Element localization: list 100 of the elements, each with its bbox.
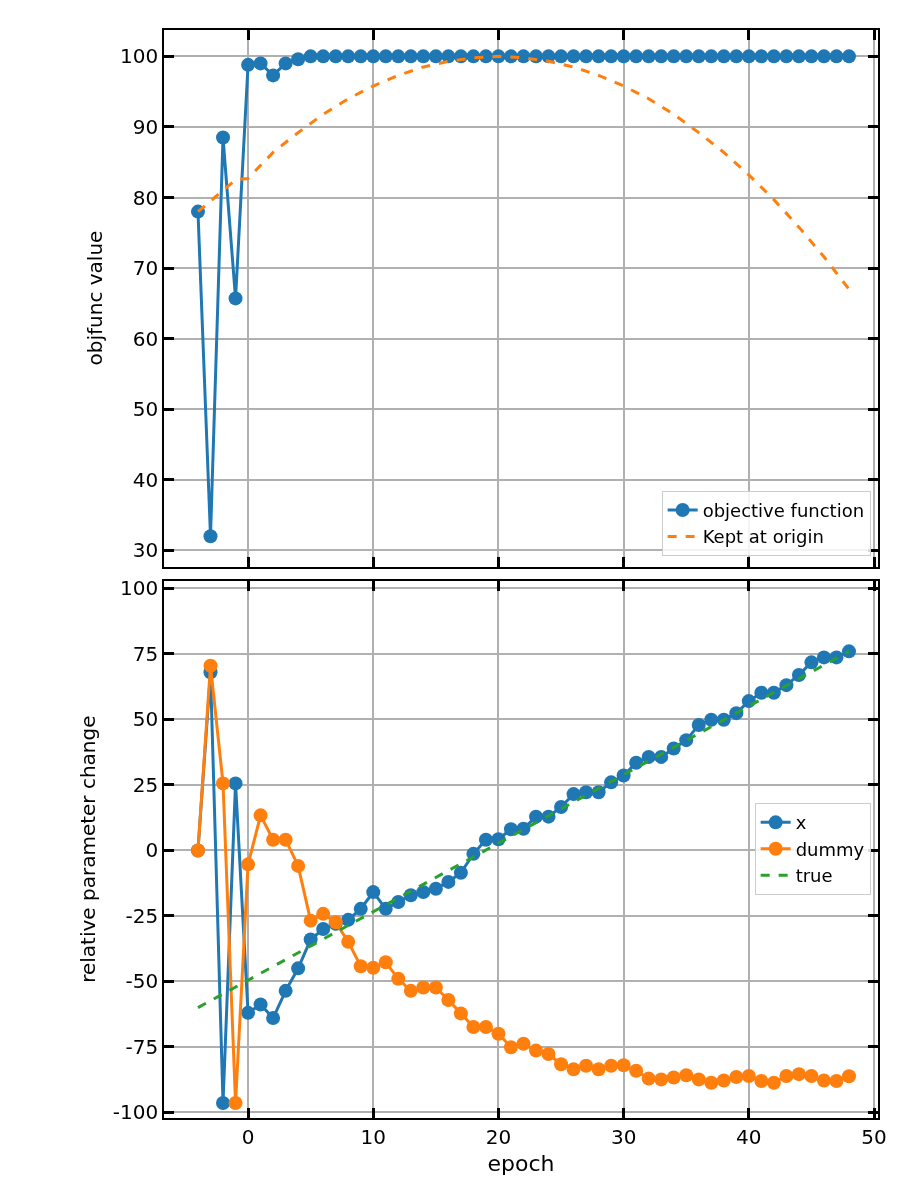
- point: [829, 1073, 844, 1088]
- y-tick-label: 50: [132, 397, 159, 422]
- point: [616, 1058, 631, 1073]
- point: [403, 983, 418, 998]
- point: [779, 49, 794, 64]
- point: [266, 1011, 281, 1026]
- y-tick-label: 50: [132, 707, 159, 732]
- point: [291, 52, 306, 67]
- point: [804, 1069, 819, 1083]
- point: [353, 49, 368, 64]
- point: [228, 1095, 243, 1110]
- point: [804, 655, 819, 670]
- y-tick-label: 60: [132, 326, 159, 351]
- y-tick-label: 0: [145, 838, 159, 863]
- point: [416, 885, 431, 900]
- point: [704, 1075, 719, 1090]
- point: [416, 49, 431, 64]
- point: [566, 1062, 581, 1077]
- point: [566, 787, 581, 802]
- point: [428, 980, 443, 995]
- point: [816, 1073, 831, 1088]
- point: [729, 1070, 744, 1085]
- point: [353, 901, 368, 916]
- point: [241, 1005, 256, 1020]
- y-tick-label: 40: [132, 467, 159, 492]
- y-tick-label: 100: [119, 44, 159, 69]
- y-tick-label: -75: [125, 1034, 159, 1059]
- y-tick-label: 30: [132, 538, 159, 563]
- point: [554, 1057, 569, 1072]
- point: [766, 1075, 781, 1090]
- point: [216, 1095, 231, 1110]
- point: [478, 1020, 493, 1034]
- point: [416, 980, 431, 995]
- x-tick-label: 50: [861, 1124, 887, 1149]
- point: [266, 832, 281, 847]
- point: [453, 1006, 468, 1021]
- point: [316, 49, 331, 64]
- point: [466, 1020, 481, 1034]
- legend-label: Kept at origin: [702, 526, 824, 548]
- y-tick-label: 70: [132, 256, 159, 281]
- point: [253, 997, 268, 1012]
- point: [666, 1070, 681, 1085]
- point: [679, 1068, 694, 1083]
- point: [579, 1058, 594, 1073]
- y-tick-label: -50: [125, 969, 159, 994]
- point: [266, 68, 281, 83]
- point: [691, 1072, 706, 1087]
- point: [253, 56, 268, 71]
- point: [316, 922, 331, 937]
- point: [353, 959, 368, 974]
- point: [428, 881, 443, 896]
- point: [616, 49, 631, 64]
- point: [291, 961, 306, 976]
- point: [804, 49, 819, 64]
- y-tick-label: 25: [132, 772, 159, 797]
- point: [403, 49, 418, 64]
- point: [341, 49, 356, 64]
- point: [754, 685, 769, 700]
- point: [291, 858, 306, 873]
- point: [516, 1036, 531, 1051]
- legend-label: true: [795, 865, 833, 887]
- point: [378, 49, 393, 64]
- point: [303, 49, 318, 64]
- point: [629, 755, 644, 770]
- point: [278, 56, 293, 71]
- point: [278, 832, 293, 847]
- point: [453, 865, 468, 880]
- point: [491, 1026, 506, 1041]
- point: [341, 934, 356, 949]
- point: [566, 49, 581, 64]
- point: [729, 49, 744, 64]
- point: [629, 49, 644, 64]
- point: [241, 57, 256, 72]
- legend-label: x: [795, 812, 807, 834]
- point: [541, 1046, 556, 1061]
- point: [579, 49, 594, 64]
- y-axis-title: objfunc value: [82, 230, 107, 366]
- point: [654, 49, 669, 64]
- point: [366, 885, 381, 900]
- x-tick-label: 40: [736, 1124, 762, 1149]
- point: [604, 1058, 619, 1073]
- y-tick-label: 90: [132, 114, 159, 139]
- point: [641, 1071, 656, 1086]
- y-tick-label: 75: [132, 641, 159, 666]
- point: [779, 1069, 794, 1083]
- point: [654, 1072, 669, 1087]
- x-tick-label: 30: [610, 1124, 637, 1149]
- point: [328, 49, 343, 64]
- point: [829, 49, 844, 64]
- point: [203, 529, 218, 544]
- y-tick-label: 100: [119, 576, 159, 601]
- point: [391, 49, 406, 64]
- point: [716, 1073, 731, 1088]
- point: [441, 993, 456, 1008]
- point: [704, 712, 719, 727]
- point: [216, 776, 231, 791]
- legend-label: objective function: [702, 500, 865, 522]
- point: [842, 1069, 856, 1084]
- point: [391, 971, 406, 986]
- point: [278, 983, 293, 998]
